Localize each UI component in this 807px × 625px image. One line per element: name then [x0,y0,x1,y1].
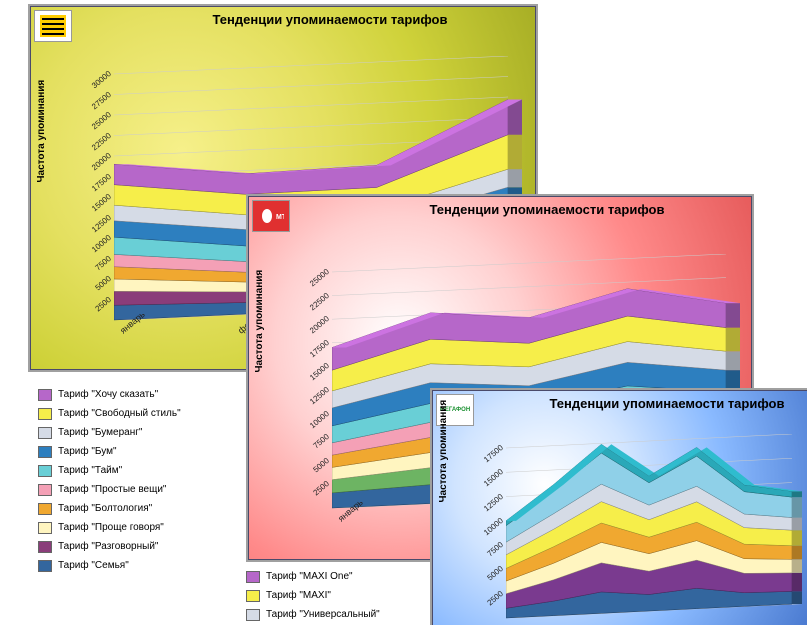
legend-item: Тариф "Проще говоря" [38,519,181,537]
chart-title: Тенденции упоминаемости тарифов [213,12,448,27]
legend-item: Тариф "Свободный стиль" [38,405,181,423]
legend-label: Тариф "Семья" [58,557,129,575]
legend-swatch-icon [38,427,52,439]
legend-label: Тариф "Тайм" [58,462,122,480]
legend-label: Тариф "Бумеранг" [58,424,142,442]
legend-item: Тариф "Семья" [38,557,181,575]
legend-label: Тариф "Бум" [58,443,117,461]
legend-swatch-icon [38,484,52,496]
legend-item: Тариф "MAXI One" [246,568,380,586]
legend-label: Тариф "MAXI One" [266,568,353,586]
legend-swatch-icon [38,503,52,515]
legend-item: Тариф "MAXI" [246,587,380,605]
legend-swatch-icon [38,446,52,458]
legend-item: Тариф "Бум" [38,443,181,461]
legend-label: Тариф "Хочу сказать" [58,386,158,404]
legend-swatch-icon [38,465,52,477]
legend-swatch-icon [38,408,52,420]
chart-title: Тенденции упоминаемости тарифов [550,396,785,411]
logo-beeline-icon [34,10,72,42]
legend-item: Тариф "Тайм" [38,462,181,480]
legend-label: Тариф "MAXI" [266,587,331,605]
legend-item: Тариф "Хочу сказать" [38,386,181,404]
stage: { "common": { "title": "Тенденции упомин… [0,0,807,625]
legend-swatch-icon [246,571,260,583]
logo-mts-icon: МТС [252,200,290,232]
legend-swatch-icon [38,541,52,553]
legend-mts: Тариф "MAXI One"Тариф "MAXI"Тариф "Униве… [246,568,380,625]
legend-label: Тариф "Простые вещи" [58,481,166,499]
area-chart [506,434,804,620]
y-axis-label: Частота упоминания [254,270,265,373]
legend-item: Тариф "Болтология" [38,500,181,518]
legend-item: Тариф "Разговорный" [38,538,181,556]
svg-text:МТС: МТС [276,214,284,221]
y-axis-label: Частота упоминания [36,80,47,183]
legend-label: Тариф "Свободный стиль" [58,405,181,423]
legend-label: Тариф "Болтология" [58,500,152,518]
legend-item: Тариф "Универсальный" [246,606,380,624]
legend-swatch-icon [38,389,52,401]
legend-item: Тариф "Бумеранг" [38,424,181,442]
legend-swatch-icon [38,560,52,572]
y-axis-label: Частота упоминания [438,400,449,503]
legend-item: Тариф "Простые вещи" [38,481,181,499]
legend-label: Тариф "Универсальный" [266,606,380,624]
legend-swatch-icon [246,590,260,602]
legend-beeline: Тариф "Хочу сказать"Тариф "Свободный сти… [38,386,181,576]
legend-label: Тариф "Проще говоря" [58,519,164,537]
chart-title: Тенденции упоминаемости тарифов [430,202,665,217]
panel-megafon: МЕГАФОН Тенденции упоминаемости тарифов … [430,388,807,625]
legend-swatch-icon [246,609,260,621]
legend-label: Тариф "Разговорный" [58,538,158,556]
legend-swatch-icon [38,522,52,534]
